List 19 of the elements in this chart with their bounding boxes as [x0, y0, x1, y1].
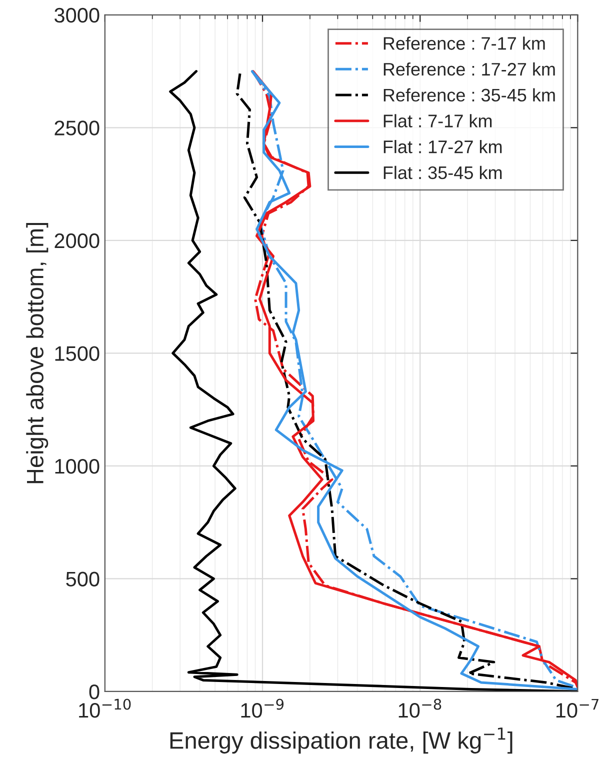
- x-tick-label: 10$^{−9}$: [241, 698, 284, 718]
- y-tick-label: 500: [66, 572, 100, 586]
- x-tick-label: 10$^{−8}$: [398, 698, 442, 718]
- x-tick-label: 10$^{−10}$: [79, 698, 131, 718]
- legend-label: Reference : 17-27 km: [384, 62, 555, 76]
- legend-label: Flat : 17-27 km: [384, 140, 502, 154]
- y-tick-label: 2500: [54, 120, 100, 136]
- y-tick-label: 2000: [54, 233, 100, 248]
- legend-label: Reference : 35-45 km: [384, 88, 555, 102]
- y-tick-label: 1000: [55, 458, 100, 474]
- y-tick-label: 1500: [55, 346, 100, 361]
- legend-label: Flat : 35-45 km: [384, 166, 502, 180]
- legend-label: Flat : 7-17 km: [384, 114, 492, 128]
- y-tick-label: 0: [89, 684, 100, 700]
- x-axis-title: Energy dissipation rate, [W kg$^{−1}$]: [170, 728, 512, 754]
- y-axis-title: Height above bottom, [m]: [26, 222, 48, 484]
- legend-label: Reference : 7-17 km: [384, 36, 545, 50]
- x-tick-label: 10$^{−7}$: [556, 698, 598, 718]
- y-tick-label: 3000: [54, 8, 100, 23]
